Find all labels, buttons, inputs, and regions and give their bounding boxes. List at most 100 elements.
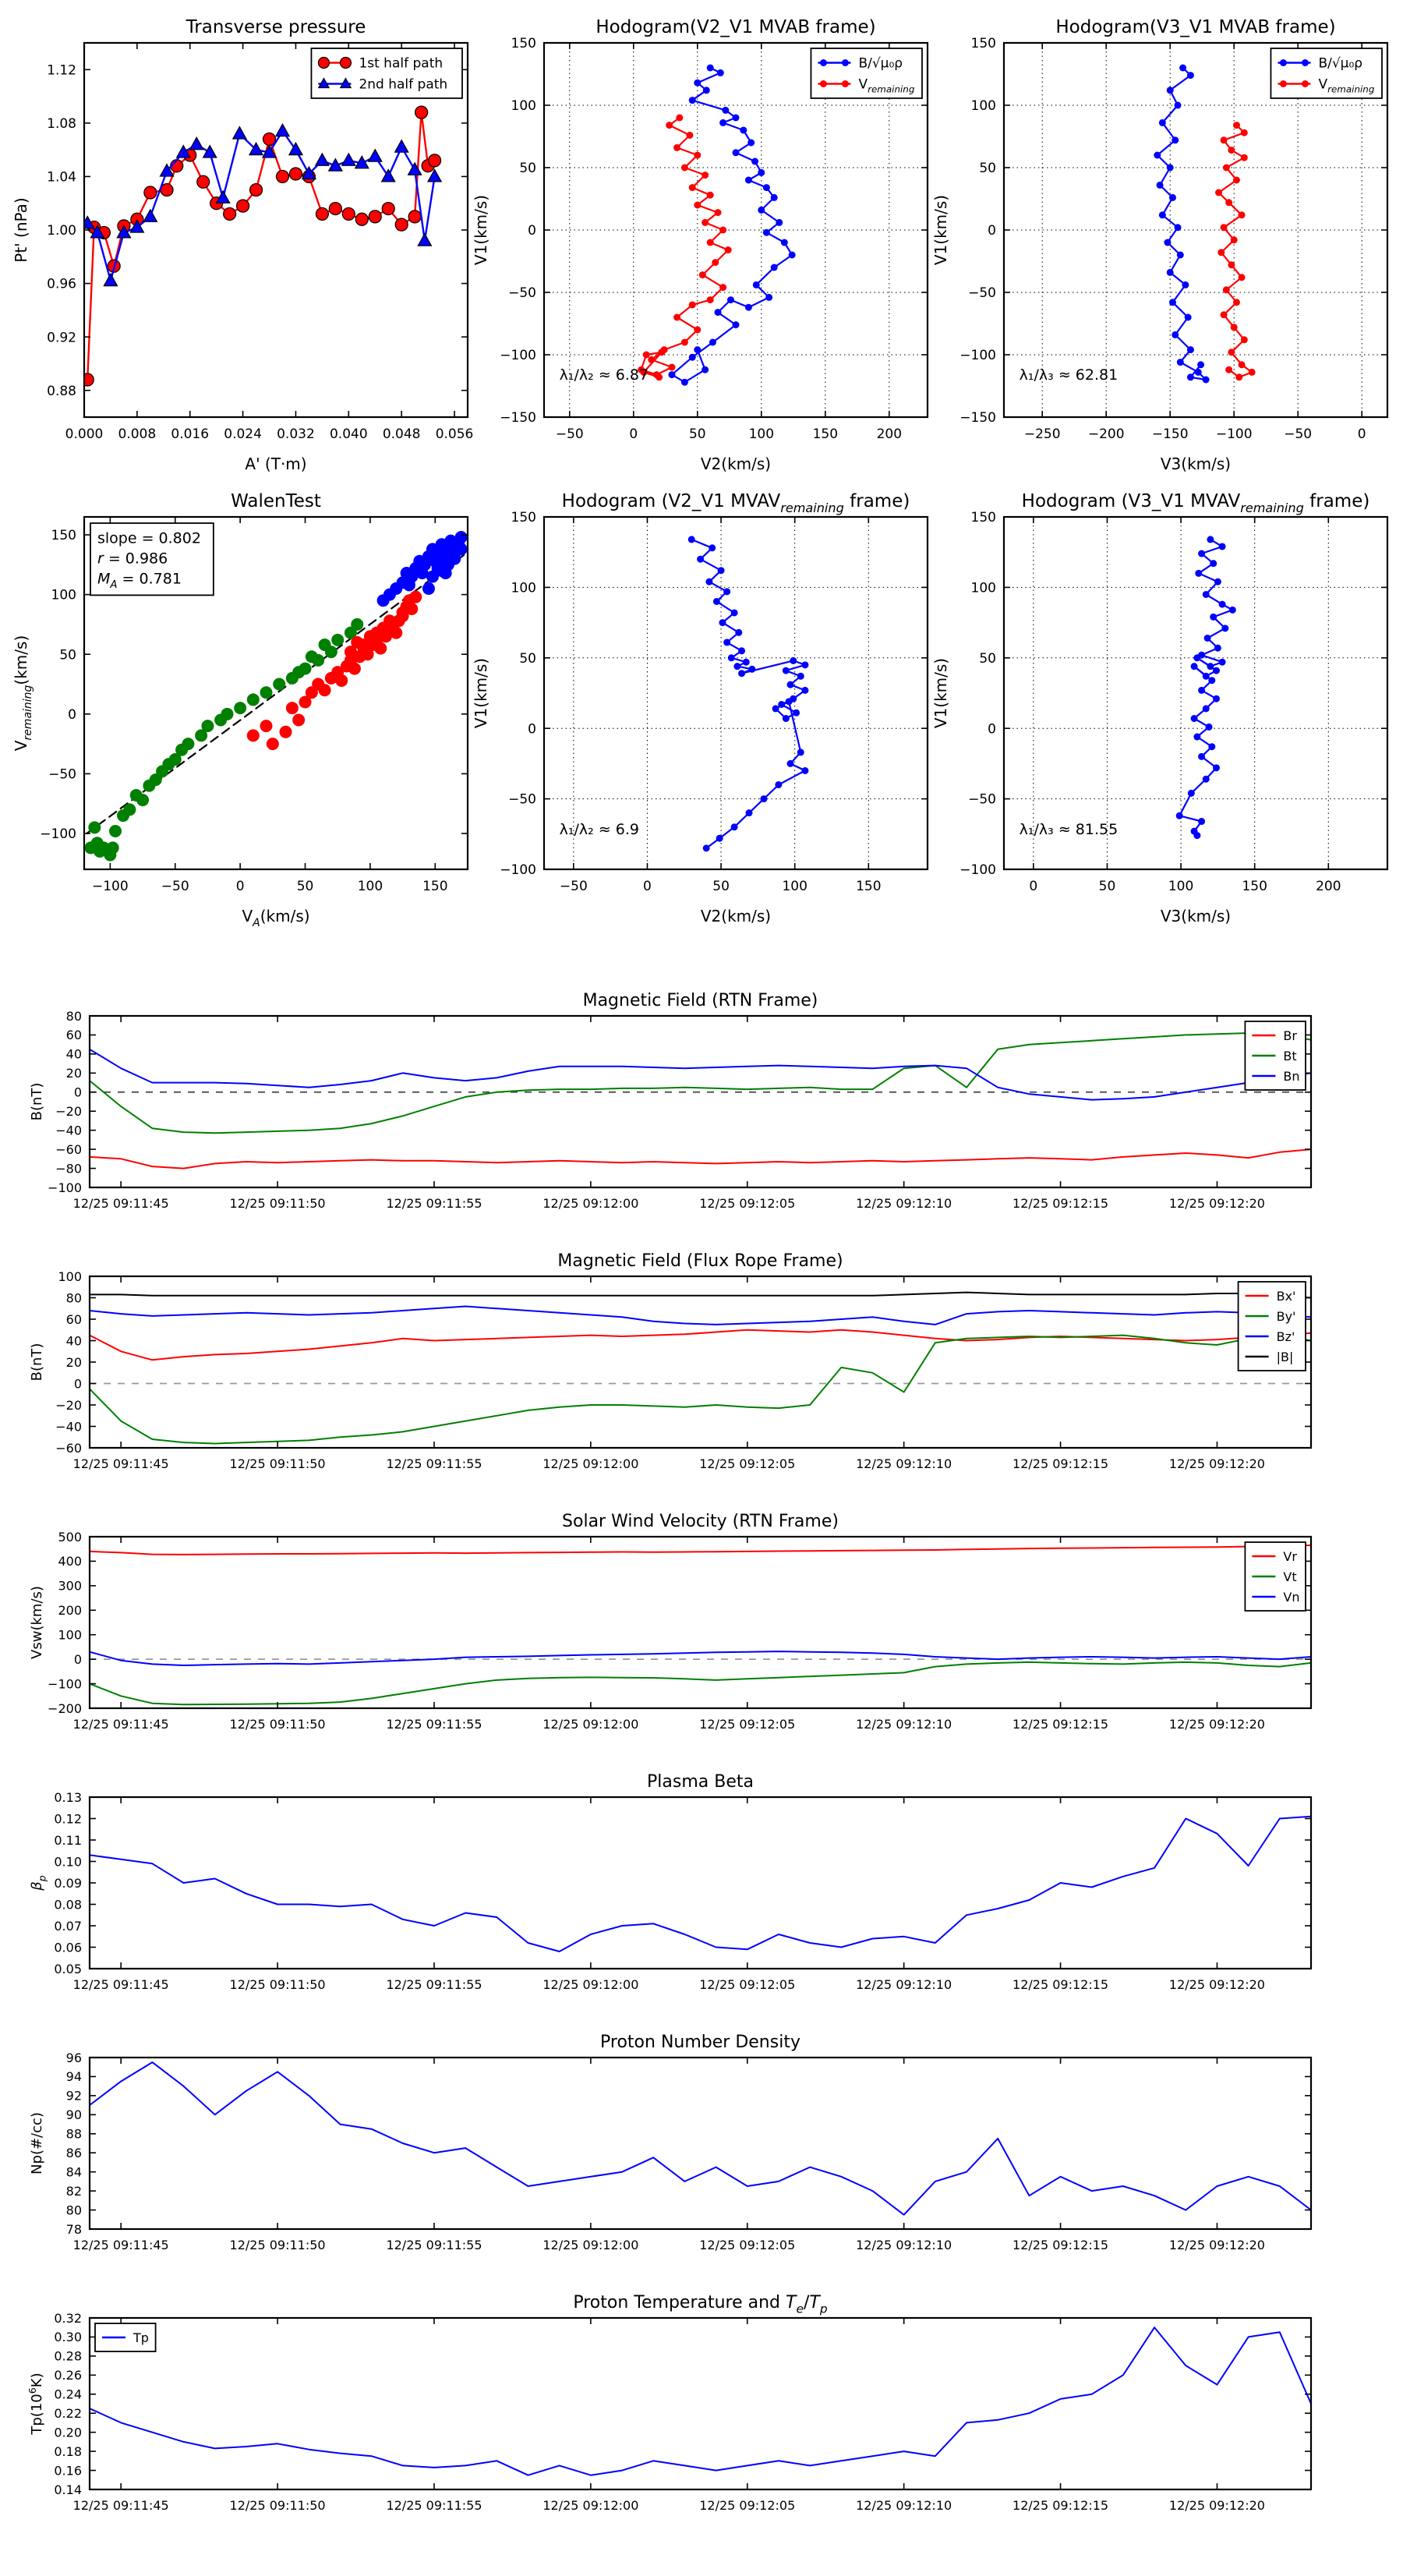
svg-text:0: 0 <box>528 721 536 737</box>
svg-text:0.07: 0.07 <box>54 1919 82 1934</box>
svg-text:−50: −50 <box>508 792 536 808</box>
svg-text:0.05: 0.05 <box>54 1962 82 1976</box>
svg-text:−60: −60 <box>55 1142 82 1157</box>
svg-text:0.92: 0.92 <box>47 330 76 345</box>
svg-text:Hodogram (V2_V1 MVAVremaining: Hodogram (V2_V1 MVAVremaining frame) <box>562 491 910 515</box>
svg-text:0.056: 0.056 <box>436 426 474 442</box>
panel-plasma-beta: 12/25 09:11:45 12/25 09:11:50 12/25 09:11:… <box>29 1772 1313 1992</box>
svg-text:0.13: 0.13 <box>54 1790 82 1805</box>
svg-text:150: 150 <box>1242 879 1267 894</box>
svg-text:0: 0 <box>68 707 76 723</box>
svg-text:0.16: 0.16 <box>54 2463 82 2478</box>
svg-text:1.04: 1.04 <box>47 170 76 186</box>
svg-text:0: 0 <box>988 721 996 737</box>
svg-text:12/25 09:12:10: 12/25 09:12:10 <box>856 1717 952 1732</box>
svg-text:0.20: 0.20 <box>54 2425 82 2440</box>
svg-text:40: 40 <box>66 1333 82 1348</box>
svg-text:500: 500 <box>58 1530 82 1545</box>
svg-text:0.18: 0.18 <box>54 2444 82 2459</box>
svg-text:20: 20 <box>66 1066 82 1081</box>
svg-text:Solar Wind Velocity (RTN Frame: Solar Wind Velocity (RTN Frame) <box>562 1512 839 1531</box>
svg-text:12/25 09:12:05: 12/25 09:12:05 <box>699 1196 795 1211</box>
svg-text:12/25 09:11:55: 12/25 09:11:55 <box>386 2238 482 2252</box>
svg-text:0.040: 0.040 <box>330 426 368 442</box>
svg-text:−150: −150 <box>1152 426 1189 442</box>
svg-text:|B|: |B| <box>1277 1350 1294 1364</box>
panel-vsw-rtn: 12/25 09:11:45 12/25 09:11:50 12/25 09:11:… <box>29 1512 1313 1732</box>
svg-text:Np(#/cc): Np(#/cc) <box>29 2112 45 2174</box>
svg-text:βp: βp <box>29 1875 48 1891</box>
svg-text:Vr: Vr <box>1283 1549 1297 1564</box>
svg-text:Br: Br <box>1283 1028 1297 1043</box>
svg-text:300: 300 <box>58 1579 82 1594</box>
svg-text:VA(km/s): VA(km/s) <box>242 907 309 929</box>
svg-text:12/25 09:12:05: 12/25 09:12:05 <box>699 2238 795 2252</box>
svg-text:12/25 09:12:20: 12/25 09:12:20 <box>1169 2238 1265 2252</box>
svg-text:150: 150 <box>511 510 536 525</box>
svg-text:1.08: 1.08 <box>47 116 76 132</box>
panel-hodogram-v2v1-mvab: −50 0 50 100 150 200 −150 −100 −50 0 50 100 150 Hodog… <box>472 17 929 473</box>
svg-text:Vt: Vt <box>1283 1569 1296 1584</box>
svg-text:0.12: 0.12 <box>54 1811 82 1826</box>
svg-text:0.24: 0.24 <box>54 2387 82 2402</box>
svg-text:82: 82 <box>66 2184 82 2199</box>
svg-text:0.32: 0.32 <box>54 2311 82 2326</box>
svg-text:λ₁/λ₂ ≈ 6.87: λ₁/λ₂ ≈ 6.87 <box>560 366 648 384</box>
svg-text:94: 94 <box>66 2069 82 2084</box>
svg-text:−60: −60 <box>55 1441 82 1456</box>
svg-text:96: 96 <box>66 2051 82 2065</box>
svg-text:0.30: 0.30 <box>54 2330 82 2344</box>
svg-text:0.008: 0.008 <box>118 426 157 442</box>
svg-text:150: 150 <box>51 528 76 543</box>
svg-text:60: 60 <box>66 1312 82 1327</box>
svg-text:100: 100 <box>971 581 996 596</box>
svg-text:12/25 09:12:20: 12/25 09:12:20 <box>1169 1456 1265 1471</box>
svg-text:0.28: 0.28 <box>54 2349 82 2364</box>
svg-text:50: 50 <box>712 879 730 894</box>
svg-text:12/25 09:11:45: 12/25 09:11:45 <box>73 2238 169 2252</box>
svg-text:−40: −40 <box>55 1123 82 1138</box>
svg-text:λ₁/λ₃ ≈ 81.55: λ₁/λ₃ ≈ 81.55 <box>1020 821 1119 838</box>
svg-text:λ₁/λ₃ ≈ 62.81: λ₁/λ₃ ≈ 62.81 <box>1020 366 1119 384</box>
svg-text:200: 200 <box>877 426 902 442</box>
svg-text:100: 100 <box>358 879 383 894</box>
svg-text:Magnetic Field (Flux Rope Fram: Magnetic Field (Flux Rope Frame) <box>557 1251 843 1271</box>
svg-text:0: 0 <box>629 426 638 442</box>
panel-walen-test: −100 −50 0 50 100 150 −100 −50 0 50 100 150 WalenTes… <box>12 491 469 929</box>
svg-text:0.024: 0.024 <box>224 426 262 442</box>
svg-text:−50: −50 <box>556 426 584 442</box>
svg-text:0.09: 0.09 <box>54 1876 82 1891</box>
svg-text:0: 0 <box>988 223 996 239</box>
panel-hodogram-v3v1-mvab: −250 −200 −150 −100 −50 0 −150 −100 −50 0 50 100 150… <box>931 17 1389 473</box>
svg-text:12/25 09:11:45: 12/25 09:11:45 <box>73 1456 169 1471</box>
svg-text:B/√μ₀ρ: B/√μ₀ρ <box>858 56 903 72</box>
svg-text:12/25 09:12:15: 12/25 09:12:15 <box>1012 1717 1108 1732</box>
svg-text:−100: −100 <box>92 879 129 894</box>
svg-text:40: 40 <box>66 1047 82 1062</box>
svg-text:50: 50 <box>979 651 996 667</box>
svg-text:12/25 09:11:55: 12/25 09:11:55 <box>386 1456 482 1471</box>
svg-text:20: 20 <box>66 1355 82 1370</box>
svg-text:slope = 0.802: slope = 0.802 <box>97 529 201 547</box>
svg-text:12/25 09:12:15: 12/25 09:12:15 <box>1012 1456 1108 1471</box>
svg-text:88: 88 <box>66 2127 82 2142</box>
svg-text:−100: −100 <box>48 1676 82 1691</box>
svg-text:−80: −80 <box>55 1161 82 1176</box>
svg-text:V1(km/s): V1(km/s) <box>472 195 490 265</box>
svg-text:WalenTest: WalenTest <box>231 491 321 511</box>
svg-text:B(nT): B(nT) <box>29 1083 45 1121</box>
svg-text:50: 50 <box>519 651 536 667</box>
svg-text:−100: −100 <box>500 862 536 878</box>
svg-text:12/25 09:12:20: 12/25 09:12:20 <box>1169 2498 1265 2513</box>
svg-text:50: 50 <box>979 161 996 176</box>
svg-text:Vremaining: Vremaining <box>858 77 914 95</box>
svg-text:12/25 09:11:50: 12/25 09:11:50 <box>230 1717 326 1732</box>
svg-text:12/25 09:11:50: 12/25 09:11:50 <box>230 1456 326 1471</box>
svg-text:12/25 09:12:00: 12/25 09:12:00 <box>542 1196 638 1211</box>
svg-text:Proton Temperature and Te/Tp: Proton Temperature and Te/Tp <box>573 2293 827 2316</box>
svg-text:0.048: 0.048 <box>383 426 421 442</box>
svg-text:V1(km/s): V1(km/s) <box>931 658 950 728</box>
svg-text:12/25 09:11:55: 12/25 09:11:55 <box>386 1977 482 1992</box>
svg-text:12/25 09:11:55: 12/25 09:11:55 <box>386 1717 482 1732</box>
